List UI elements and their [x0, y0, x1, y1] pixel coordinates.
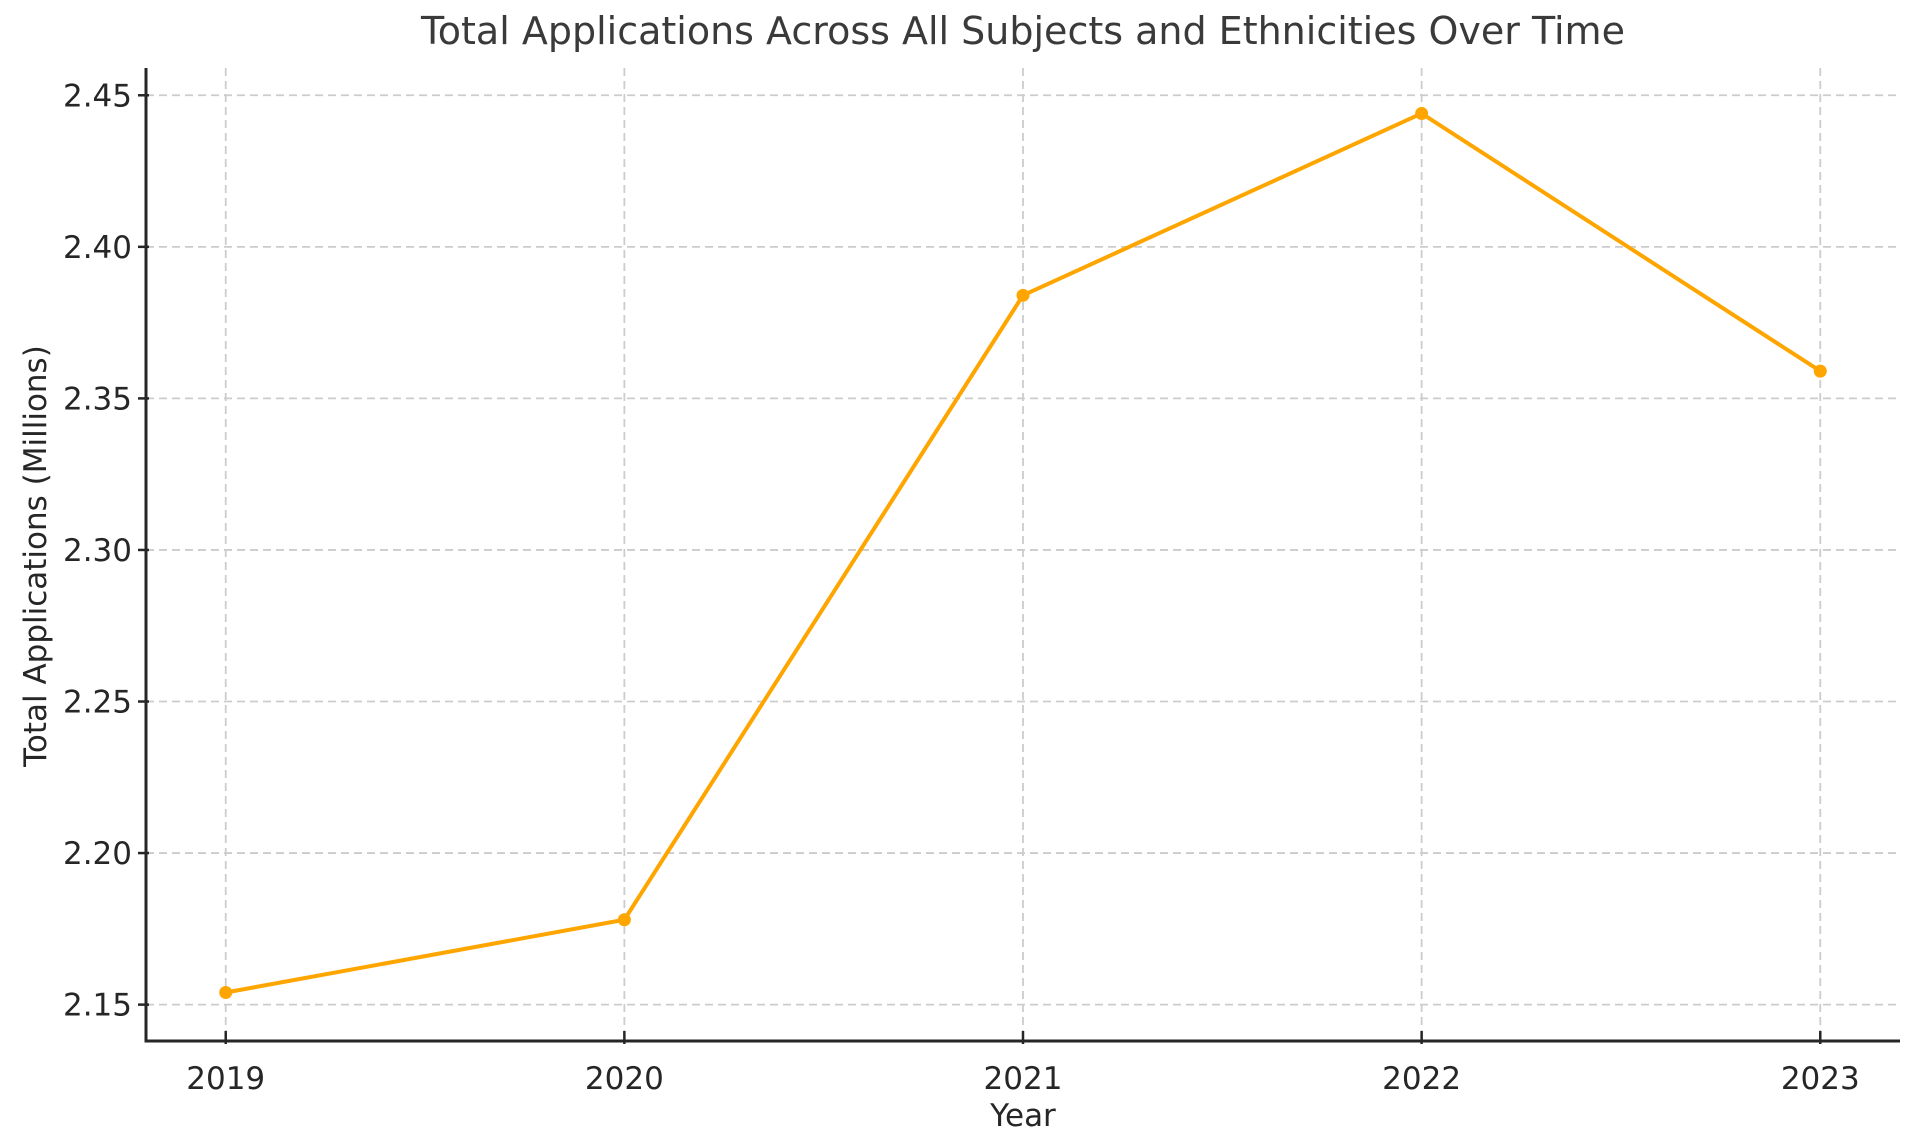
y-tick-label: 2.15 [63, 988, 132, 1024]
data-point-2021 [1016, 288, 1030, 302]
y-tick-label: 2.20 [63, 836, 132, 872]
y-tick-label: 2.35 [63, 381, 132, 417]
data-point-2019 [219, 986, 233, 1000]
data-point-2023 [1813, 364, 1827, 378]
x-axis-label: Year [990, 1098, 1056, 1134]
y-tick-label: 2.30 [63, 533, 132, 569]
y-tick-label: 2.40 [63, 230, 132, 266]
data-point-2022 [1415, 106, 1429, 120]
y-tick-label: 2.25 [63, 685, 132, 721]
data-point-2020 [617, 913, 631, 927]
x-tick-label: 2022 [1382, 1061, 1461, 1097]
x-tick-label: 2019 [186, 1061, 265, 1097]
y-tick-label: 2.45 [63, 78, 132, 114]
x-tick-label: 2021 [984, 1061, 1063, 1097]
x-tick-label: 2023 [1781, 1061, 1860, 1097]
chart-title: Total Applications Across All Subjects a… [421, 9, 1625, 53]
x-tick-label: 2020 [585, 1061, 664, 1097]
